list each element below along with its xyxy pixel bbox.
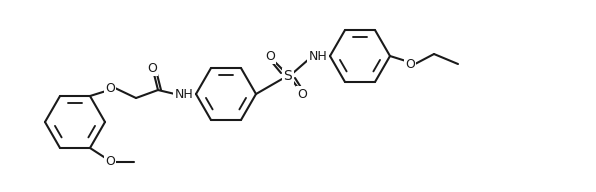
Text: O: O — [265, 50, 275, 63]
Text: S: S — [284, 69, 293, 83]
Text: NH: NH — [309, 50, 327, 63]
Text: NH: NH — [175, 88, 193, 101]
Text: O: O — [405, 58, 415, 70]
Text: O: O — [147, 61, 157, 74]
Text: O: O — [105, 82, 115, 94]
Text: O: O — [297, 88, 307, 101]
Text: O: O — [105, 156, 115, 169]
